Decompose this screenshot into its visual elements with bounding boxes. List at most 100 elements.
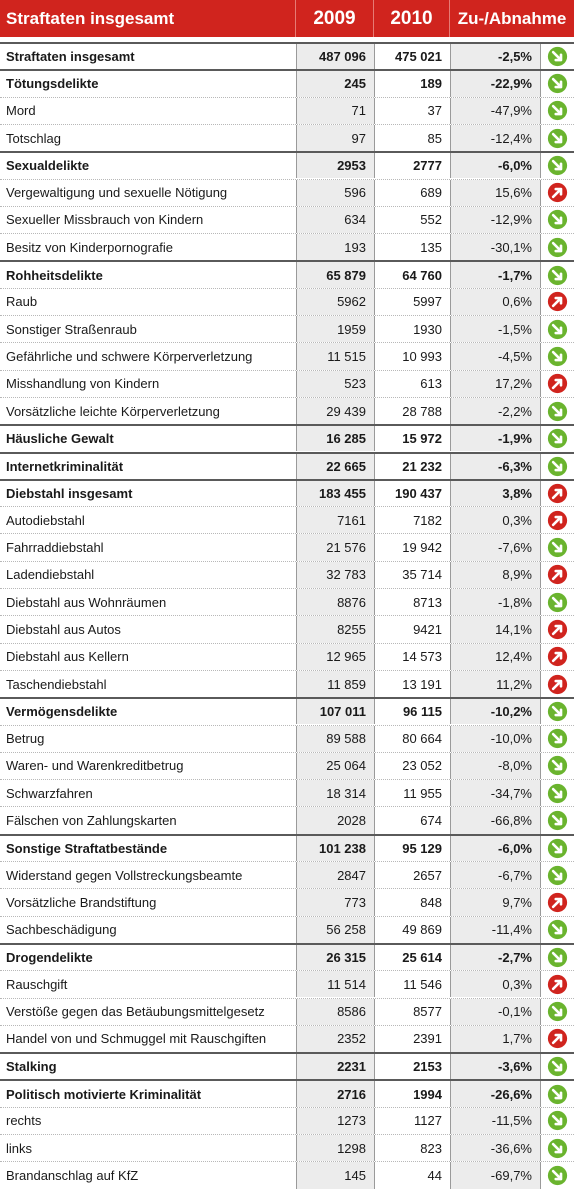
change-percent: -22,9% <box>450 71 540 97</box>
table-header: Straftaten insgesamt 2009 2010 Zu-/Abnah… <box>0 0 574 37</box>
row-label: Sonstiger Straßenraub <box>6 321 137 337</box>
row-label: Gefährliche und schwere Körperverletzung <box>6 348 253 364</box>
value-2009: 634 <box>296 206 374 234</box>
trend-up-arrow-icon <box>547 892 568 913</box>
change-percent: 12,4% <box>450 643 540 670</box>
change-percent: 11,2% <box>450 670 540 698</box>
row-label: Misshandlung von Kindern <box>6 376 160 392</box>
change-percent: -26,6% <box>450 1081 540 1107</box>
change-percent: -10,0% <box>450 725 540 752</box>
change-percent: 0,3% <box>450 971 540 998</box>
value-2009: 8586 <box>296 998 374 1025</box>
trend-down-arrow-icon <box>547 810 568 831</box>
trend-up-arrow-icon <box>547 974 568 994</box>
trend-down-arrow-icon <box>547 783 568 803</box>
table-group-row: Rohheitsdelikte 65 879 64 760 -1,7% <box>0 260 574 288</box>
trend-down-arrow-icon <box>547 47 568 67</box>
table-row: Gefährliche und schwere Körperverletzung… <box>0 342 574 370</box>
trend-up-arrow-icon <box>547 1029 568 1049</box>
trend-down-arrow-icon <box>547 401 568 421</box>
row-label: Diebstahl insgesamt <box>6 485 133 501</box>
table-row: rechts 1273 1127 -11,5% <box>0 1106 574 1134</box>
table-group-row: Diebstahl insgesamt 183 455 190 437 3,8% <box>0 478 574 507</box>
change-percent: -69,7% <box>450 1162 540 1189</box>
row-label: Betrug <box>6 731 45 747</box>
change-percent: -66,8% <box>450 807 540 834</box>
row-label: Diebstahl aus Kellern <box>6 649 129 665</box>
trend-up-arrow-icon <box>547 483 568 504</box>
value-2009: 25 064 <box>296 752 374 780</box>
trend-down-arrow-icon <box>547 456 568 476</box>
table-row: Fahrraddiebstahl 21 576 19 942 -7,6% <box>0 533 574 561</box>
value-2009: 2352 <box>296 1025 374 1053</box>
trend-cell <box>540 153 574 179</box>
table-row: Totschlag 97 85 -12,4% <box>0 123 574 152</box>
value-2009: 101 238 <box>296 835 374 861</box>
trend-cell <box>540 343 574 370</box>
trend-down-arrow-icon <box>547 319 568 339</box>
value-2010: 21 232 <box>374 453 450 479</box>
trend-cell <box>540 179 574 206</box>
change-percent: -47,9% <box>450 97 540 124</box>
value-2010: 85 <box>374 124 450 152</box>
value-2009: 16 285 <box>296 426 374 452</box>
trend-down-arrow-icon <box>547 1084 568 1104</box>
value-2010: 96 115 <box>374 699 450 725</box>
value-2010: 49 869 <box>374 916 450 943</box>
trend-down-arrow-icon <box>547 537 568 558</box>
value-2010: 189 <box>374 71 450 97</box>
table-row: Autodiebstahl 7161 7182 0,3% <box>0 506 574 534</box>
trend-cell <box>540 998 574 1025</box>
value-2010: 552 <box>374 206 450 234</box>
value-2009: 18 314 <box>296 780 374 807</box>
table-row: Rauschgift 11 514 11 546 0,3% <box>0 970 574 998</box>
value-2009: 2847 <box>296 862 374 889</box>
trend-down-arrow-icon <box>547 346 568 367</box>
table-group-row: Häusliche Gewalt 16 285 15 972 -1,9% <box>0 424 574 452</box>
value-2010: 15 972 <box>374 426 450 452</box>
trend-cell <box>540 97 574 124</box>
value-2009: 107 011 <box>296 699 374 725</box>
change-percent: -2,7% <box>450 944 540 971</box>
trend-down-arrow-icon <box>547 265 568 285</box>
trend-cell <box>540 561 574 588</box>
trend-up-arrow-icon <box>547 374 568 394</box>
change-percent: 17,2% <box>450 370 540 397</box>
value-2010: 2153 <box>374 1054 450 1080</box>
table-row: Sexueller Missbrauch von Kindern 634 552 -1… <box>0 205 574 234</box>
value-2010: 2657 <box>374 862 450 889</box>
row-label: Raub <box>6 294 38 310</box>
value-2009: 2716 <box>296 1081 374 1107</box>
change-percent: -6,0% <box>450 835 540 861</box>
value-2009: 487 096 <box>296 44 374 70</box>
row-label: Diebstahl aus Wohnräumen <box>6 594 167 610</box>
change-percent: -2,2% <box>450 397 540 425</box>
value-2010: 35 714 <box>374 561 450 588</box>
trend-cell <box>540 971 574 998</box>
table-row: Betrug 89 588 80 664 -10,0% <box>0 724 574 752</box>
row-label: rechts <box>6 1113 42 1129</box>
table-group-row: Drogendelikte 26 315 25 614 -2,7% <box>0 942 574 971</box>
trend-down-arrow-icon <box>547 1057 568 1077</box>
table-row: Fälschen von Zahlungskarten 2028 674 -66,8% <box>0 806 574 834</box>
value-2009: 1273 <box>296 1107 374 1134</box>
table-row: Taschendiebstahl 11 859 13 191 11,2% <box>0 669 574 698</box>
change-percent: -1,9% <box>450 426 540 452</box>
trend-down-arrow-icon <box>547 729 568 749</box>
trend-down-arrow-icon <box>547 920 568 940</box>
row-label: Vorsätzliche leichte Körperverletzung <box>6 403 220 419</box>
table-row: Vorsätzliche leichte Körperverletzung 29 … <box>0 396 574 425</box>
value-2009: 8876 <box>296 589 374 616</box>
value-2009: 71 <box>296 97 374 124</box>
value-2010: 1994 <box>374 1081 450 1107</box>
trend-cell <box>540 944 574 971</box>
value-2010: 19 942 <box>374 534 450 561</box>
value-2010: 28 788 <box>374 397 450 425</box>
value-2009: 89 588 <box>296 725 374 752</box>
value-2009: 56 258 <box>296 916 374 943</box>
value-2009: 12 965 <box>296 643 374 670</box>
change-percent: 9,7% <box>450 889 540 916</box>
value-2009: 65 879 <box>296 262 374 288</box>
trend-cell <box>540 1081 574 1107</box>
change-percent: -12,4% <box>450 124 540 152</box>
